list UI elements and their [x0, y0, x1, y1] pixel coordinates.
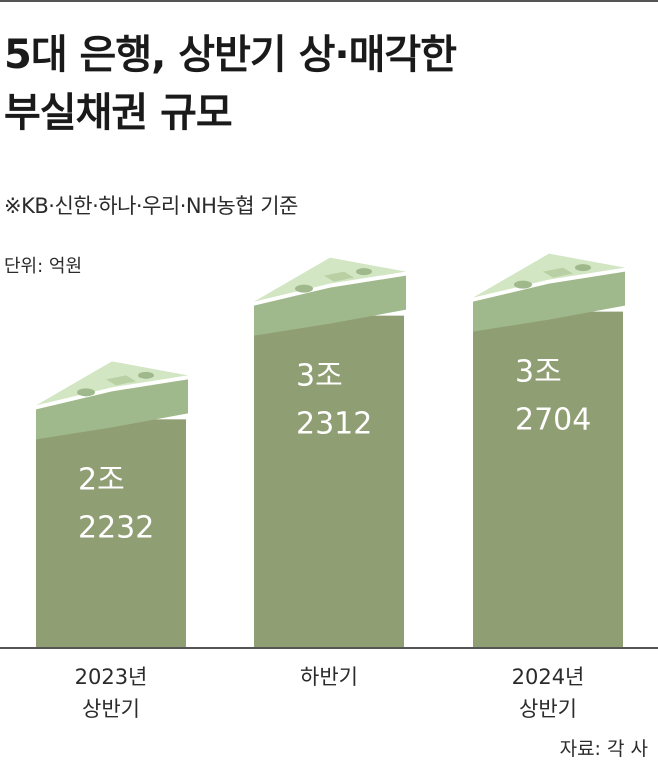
x-tick-label-2-0: 2024년: [512, 665, 585, 689]
money-stack-side-1: [254, 275, 406, 336]
top-rule: [0, 0, 658, 2]
title-line-1: 5대 은행, 상반기 상·매각한: [4, 32, 457, 78]
bar-label-unit-0: 2조: [78, 462, 125, 497]
bill-seal-1: [295, 284, 313, 293]
source-note: 자료: 각 사: [559, 738, 648, 760]
money-band-1: [324, 271, 354, 282]
bar-0: [36, 419, 186, 648]
unit-label: 단위: 억원: [4, 256, 83, 277]
chart-title: 5대 은행, 상반기 상·매각한 부실채권 규모: [4, 26, 654, 142]
x-tick-label-0-1: 상반기: [82, 697, 140, 721]
bill-seal-2: [514, 280, 532, 289]
title-line-2: 부실채권 규모: [4, 90, 233, 136]
money-band-0: [106, 375, 136, 386]
chart-subtitle: ※KB·신한·하나·우리·NH농협 기준: [4, 194, 298, 218]
bill-seal-b-0: [138, 371, 154, 379]
bar-label-value-0: 2232: [78, 510, 154, 545]
money-stack-side-2: [473, 271, 625, 332]
bar-label-value-1: 2312: [296, 407, 372, 442]
bill-seal-b-2: [575, 264, 591, 272]
x-tick-label-0-0: 2023년: [75, 665, 148, 689]
money-band-2: [543, 267, 573, 278]
bar-1: [254, 315, 404, 648]
bar-label-unit-1: 3조: [296, 359, 343, 394]
bill-seal-0: [77, 388, 95, 397]
bar-2: [473, 311, 623, 648]
bill-seal-b-1: [356, 268, 372, 276]
bar-label-unit-2: 3조: [515, 355, 562, 390]
x-tick-label-1-0: 하반기: [300, 665, 358, 689]
money-stack-side-0: [36, 379, 188, 440]
x-tick-label-2-1: 상반기: [519, 697, 577, 721]
bar-label-value-2: 2704: [515, 403, 591, 438]
